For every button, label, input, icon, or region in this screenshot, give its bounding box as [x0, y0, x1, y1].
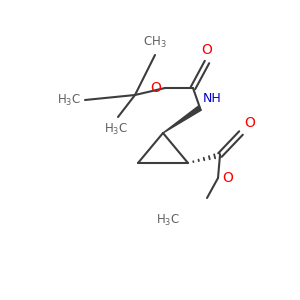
Text: O: O: [244, 116, 255, 130]
Text: CH$_3$: CH$_3$: [143, 35, 167, 50]
Text: O: O: [222, 171, 233, 185]
Polygon shape: [163, 106, 201, 133]
Text: H$_3$C: H$_3$C: [104, 122, 128, 137]
Text: H$_3$C: H$_3$C: [156, 212, 180, 227]
Text: O: O: [150, 81, 161, 95]
Text: NH: NH: [203, 92, 222, 105]
Text: H$_3$C: H$_3$C: [57, 92, 81, 108]
Text: O: O: [202, 43, 212, 57]
